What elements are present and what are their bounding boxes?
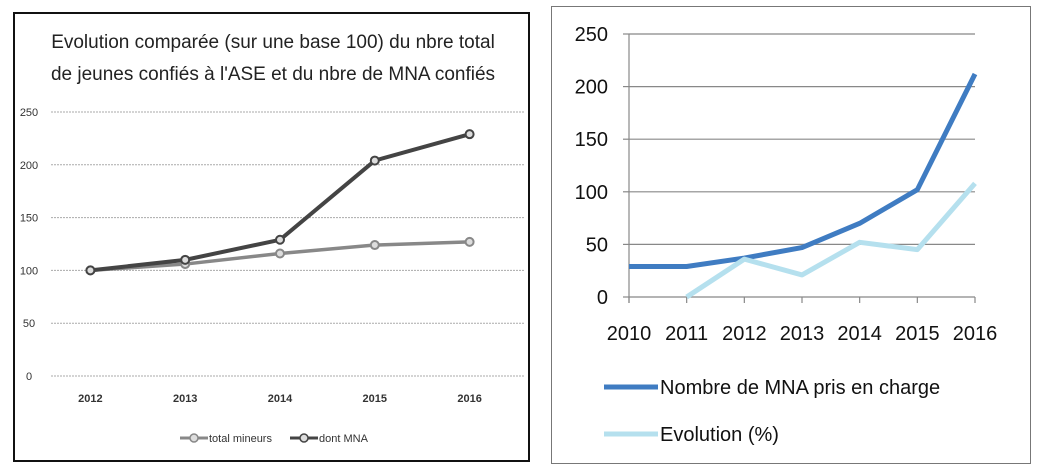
legend-label: total mineurs: [209, 433, 272, 445]
y-tick-label: 50: [586, 234, 608, 256]
data-point: [369, 155, 380, 166]
y-tick-label: 100: [575, 182, 608, 204]
right-chart-svg: 0 50 100 150 200 250 2010 2011 2012 2013 2014 2015 2…: [575, 24, 998, 446]
x-tick-label: 2014: [837, 323, 882, 345]
data-point: [85, 265, 96, 276]
x-tick-label: 2012: [78, 393, 102, 405]
legend-swatch-marker: [189, 433, 199, 443]
x-tick-label: 2010: [607, 323, 652, 345]
data-point: [369, 240, 380, 251]
series-line-evolution-: [685, 181, 977, 300]
legend-swatch-marker: [299, 433, 309, 443]
legend-label: Nombre de MNA pris en charge: [660, 377, 940, 399]
data-point: [464, 129, 475, 140]
legend-label: Evolution (%): [660, 424, 779, 446]
x-tick-label: 2013: [780, 323, 825, 345]
y-tick-label: 150: [575, 129, 608, 151]
data-point: [464, 236, 475, 247]
y-tick-label: 0: [26, 371, 32, 383]
y-tick-label: 0: [597, 287, 608, 309]
y-tick-label: 250: [20, 107, 38, 119]
x-tick-label: 2013: [173, 393, 197, 405]
y-tick-label: 100: [20, 265, 38, 277]
x-tick-label: 2014: [268, 393, 293, 405]
x-tick-label: 2016: [457, 393, 481, 405]
right-chart: 0 50 100 150 200 250 2010 2011 2012 2013 2014 2015 2…: [551, 6, 1031, 464]
legend-label: dont MNA: [319, 433, 369, 445]
data-point: [180, 254, 191, 265]
y-tick-label: 250: [575, 24, 608, 46]
x-tick-label: 2011: [665, 323, 708, 345]
y-tick-label: 50: [23, 318, 35, 330]
left-chart-title-line-2: de jeunes confiés à l'ASE et du nbre de …: [51, 64, 495, 85]
x-tick-label: 2015: [363, 393, 387, 405]
left-chart: Evolution comparée (sur une base 100) du…: [13, 12, 530, 462]
x-tick-label: 2012: [722, 323, 767, 345]
y-tick-label: 150: [20, 213, 38, 225]
series-line-nombre-de-mna-pris-en-charge: [629, 72, 978, 269]
x-tick-label: 2015: [895, 323, 940, 345]
data-point: [275, 248, 285, 259]
x-tick-label: 2016: [953, 323, 998, 345]
y-tick-label: 200: [575, 77, 608, 99]
left-chart-title-line-1: Evolution comparée (sur une base 100) du…: [51, 32, 495, 53]
left-chart-svg: Evolution comparée (sur une base 100) du…: [20, 32, 525, 445]
data-point: [275, 234, 285, 245]
y-tick-label: 200: [20, 160, 38, 172]
